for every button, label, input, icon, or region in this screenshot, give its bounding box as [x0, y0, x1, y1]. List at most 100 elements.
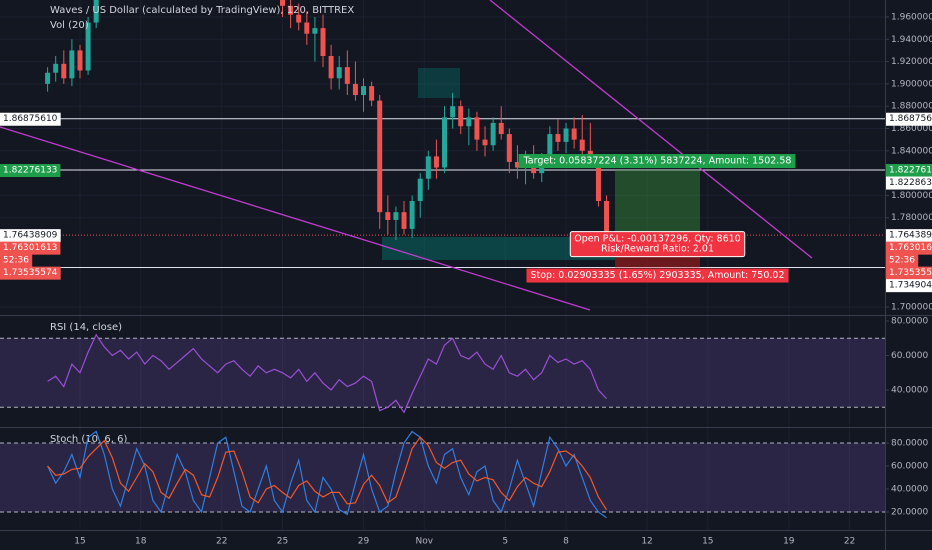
- candle-body: [506, 134, 512, 162]
- price-label-left-box: [0, 164, 61, 178]
- position-stop-label: Stop: 0.02903335 (1.65%) 2903335, Amount…: [530, 270, 784, 281]
- pane-title: RSI (14, close): [50, 322, 122, 333]
- rectangle-drawing: [382, 237, 615, 260]
- candle-body: [555, 134, 561, 142]
- candle-body: [401, 212, 407, 229]
- price-label-box: [886, 164, 932, 178]
- y-tick-label: 1.84000000: [891, 146, 932, 156]
- candle-body: [474, 117, 480, 140]
- y-tick-label: 60.0000: [891, 351, 928, 361]
- y-tick-label: 60.0000: [891, 461, 928, 471]
- band-fill: [0, 442, 885, 512]
- price-label: 1.86875610: [889, 114, 932, 124]
- candle-body: [458, 106, 464, 127]
- y-tick-label: 80.0000: [891, 317, 928, 327]
- position-stop-label-box: [526, 268, 789, 283]
- volume-label: Vol (20): [50, 20, 89, 31]
- price-label-left: 1.76301613: [3, 243, 57, 253]
- position-pnl-box: [569, 231, 746, 258]
- x-tick-label: Nov: [415, 537, 433, 547]
- candle-body: [547, 134, 553, 160]
- y-tick-label: 1.88000000: [891, 102, 932, 112]
- y-tick-label: 1.92000000: [891, 57, 932, 67]
- x-tick-label: 15: [702, 537, 713, 547]
- candle-body: [328, 55, 334, 79]
- candle-body: [61, 63, 67, 79]
- candle-body: [498, 122, 504, 135]
- price-label: 1.76301613: [889, 243, 932, 253]
- trend-line: [0, 126, 591, 311]
- candle-body: [409, 201, 415, 229]
- price-label-left: 1.73535574: [3, 268, 58, 278]
- position-target-label-box: [518, 154, 796, 169]
- candle-body: [69, 50, 75, 79]
- y-tick-label: 1.80000000: [891, 191, 932, 201]
- price-label-box: [886, 176, 932, 190]
- candle-body: [571, 128, 577, 140]
- candle-body: [93, 0, 99, 23]
- countdown-label: 52:36: [889, 256, 915, 266]
- candle-body: [482, 139, 488, 146]
- candle-body: [450, 106, 456, 118]
- countdown-label-left: 52:36: [3, 256, 29, 266]
- candle-body: [425, 156, 431, 179]
- candle-body: [417, 178, 423, 202]
- price-label-box: [886, 266, 932, 280]
- y-tick-label: 1.78000000: [891, 213, 932, 223]
- price-label-left: 1.86875610: [3, 114, 58, 124]
- price-label: 1.82276133: [889, 166, 932, 176]
- position-target-label: Target: 0.05837224 (3.31%) 5837224, Amou…: [523, 156, 792, 167]
- candle-body: [280, 0, 286, 6]
- trend-line: [489, 0, 813, 259]
- price-label-left: 1.82276133: [3, 166, 57, 176]
- candle-body: [604, 201, 610, 236]
- candle-body: [344, 67, 350, 84]
- pane-title: Stoch (10, 6, 6): [50, 434, 127, 445]
- candle-body: [595, 161, 601, 202]
- price-label: 1.76438909: [889, 231, 932, 241]
- candle-body: [369, 86, 375, 101]
- candle-body: [77, 50, 83, 71]
- price-label-left-box: [0, 229, 61, 243]
- candle-body: [85, 22, 91, 71]
- position-ratio-label: Risk/Reward Ratio: 2.01: [601, 244, 714, 255]
- y-tick-label: 40.0000: [891, 386, 928, 396]
- indicator-line: [47, 430, 607, 519]
- indicator-line: [47, 333, 607, 414]
- price-label-left-box: [0, 266, 61, 280]
- candle-body: [288, 5, 294, 15]
- price-label-left: 1.76438909: [3, 231, 58, 241]
- x-tick-label: 8: [563, 537, 569, 547]
- candle-body: [312, 28, 318, 34]
- x-tick-label: 19: [783, 537, 795, 547]
- candle-body: [377, 100, 383, 213]
- indicator-line: [47, 436, 608, 511]
- x-tick-label: 5: [502, 537, 508, 547]
- y-tick-label: 40.0000: [891, 484, 928, 494]
- x-tick-label: 18: [135, 537, 147, 547]
- candle-body: [579, 139, 585, 151]
- price-label-box: [886, 112, 932, 126]
- rectangle-drawing: [418, 68, 460, 98]
- x-tick-label: 22: [216, 537, 227, 547]
- y-tick-label: 1.70000000: [891, 302, 932, 312]
- chart-title: Waves / US Dollar (calculated by Trading…: [50, 5, 354, 16]
- x-tick-label: 15: [74, 537, 85, 547]
- price-label-box: [886, 279, 932, 293]
- y-tick-label: 1.96000000: [891, 12, 932, 22]
- candle-body: [442, 117, 448, 168]
- countdown-label-left-box: [0, 254, 33, 268]
- price-label-box: [886, 241, 932, 255]
- candle-body: [563, 128, 569, 142]
- y-tick-label: 20.0000: [891, 507, 928, 517]
- main-pane: [45, 0, 615, 260]
- y-tick-label: 80.0000: [891, 438, 928, 448]
- x-tick-label: 22: [844, 537, 855, 547]
- y-tick-label: 1.94000000: [891, 35, 932, 45]
- candle-body: [296, 14, 302, 23]
- x-tick-label: 25: [277, 537, 288, 547]
- candle-body: [466, 117, 472, 127]
- candle-body: [490, 122, 496, 146]
- x-tick-label: 12: [641, 537, 652, 547]
